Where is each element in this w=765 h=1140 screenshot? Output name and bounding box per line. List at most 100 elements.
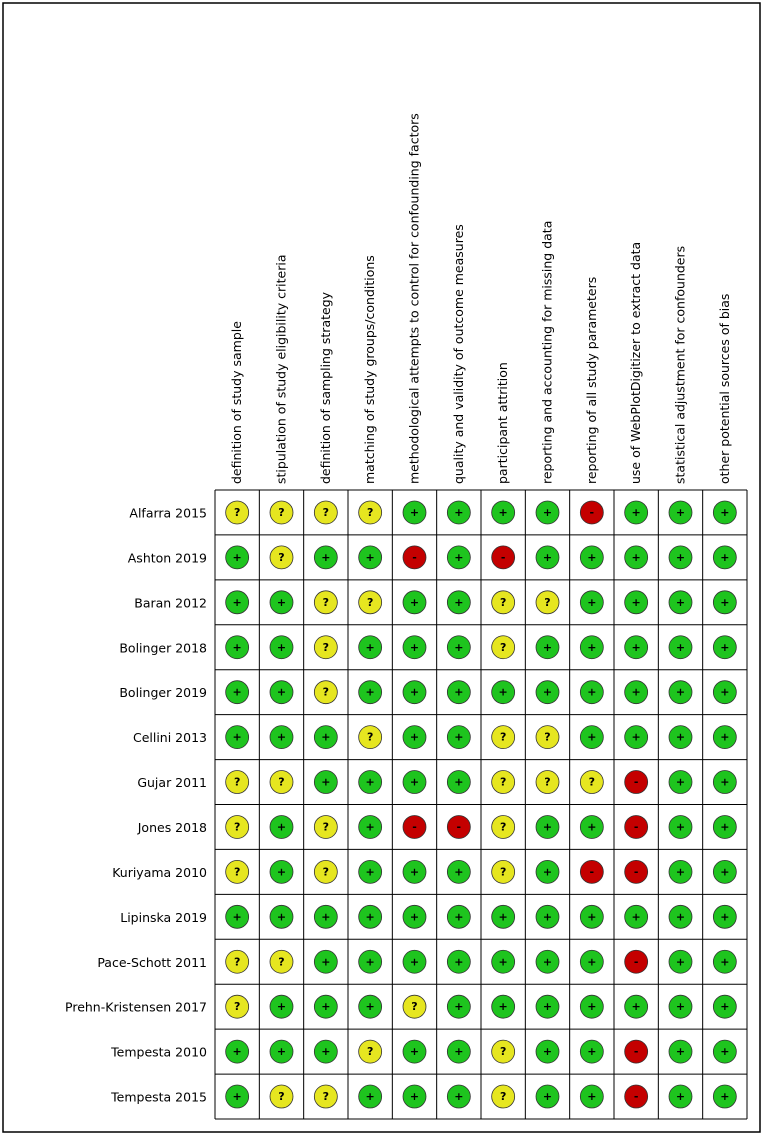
judgement-circle xyxy=(402,590,427,615)
judgement-symbol: + xyxy=(366,1000,375,1013)
judgement-circle xyxy=(402,1039,427,1064)
judgement-circle xyxy=(269,770,294,794)
judgement-symbol: + xyxy=(233,596,242,609)
judgement-symbol: + xyxy=(366,686,375,699)
judgement-symbol: + xyxy=(543,820,552,833)
judgement-circle xyxy=(269,1084,294,1109)
judgement-circle xyxy=(668,949,693,974)
judgement-circle xyxy=(579,1084,604,1109)
judgement-circle xyxy=(535,1084,560,1109)
judgement-symbol: + xyxy=(454,596,463,609)
judgement-circle xyxy=(225,680,250,705)
judgement-symbol: + xyxy=(676,910,685,923)
judgement-circle xyxy=(313,545,338,570)
column-header: statistical adjustment for confounders xyxy=(673,246,688,484)
judgement-symbol: + xyxy=(720,820,729,833)
judgement-symbol: + xyxy=(410,686,419,699)
judgement-circle xyxy=(269,859,294,884)
judgement-symbol: + xyxy=(277,865,286,878)
judgement-symbol: + xyxy=(233,731,242,744)
judgement-symbol: + xyxy=(233,686,242,699)
judgement-circle xyxy=(668,725,693,750)
judgement-symbol: + xyxy=(632,731,641,744)
judgement-circle xyxy=(535,815,560,839)
column-header: matching of study groups/conditions xyxy=(362,255,377,484)
judgement-symbol: ? xyxy=(278,506,284,519)
judgement-circle xyxy=(491,725,516,750)
judgement-symbol: + xyxy=(277,1045,286,1058)
judgement-symbol: + xyxy=(587,1090,596,1103)
judgement-circle xyxy=(225,725,250,750)
judgement-symbol: + xyxy=(676,955,685,968)
judgement-symbol: + xyxy=(543,551,552,564)
judgement-symbol: + xyxy=(454,551,463,564)
judgement-symbol: + xyxy=(499,910,508,923)
judgement-symbol: + xyxy=(454,1000,463,1013)
judgement-symbol: + xyxy=(366,551,375,564)
judgement-symbol: + xyxy=(454,865,463,878)
judgement-symbol: + xyxy=(720,551,729,564)
judgement-symbol: + xyxy=(587,910,596,923)
column-header: definition of study sample xyxy=(229,321,244,484)
judgement-symbol: ? xyxy=(367,506,373,519)
judgement-circle xyxy=(225,1039,250,1064)
judgement-circle xyxy=(402,500,427,525)
judgement-symbol: ? xyxy=(500,731,506,744)
judgement-circle xyxy=(313,590,338,615)
judgement-symbol: + xyxy=(499,955,508,968)
judgement-circle xyxy=(446,904,471,929)
judgement-circle xyxy=(535,859,560,884)
judgement-circle xyxy=(358,994,383,1019)
judgement-circle xyxy=(446,770,471,794)
judgement-symbol: + xyxy=(366,641,375,654)
judgement-circle xyxy=(624,815,649,839)
judgement-circle xyxy=(313,635,338,660)
judgement-symbol: + xyxy=(587,820,596,833)
judgement-symbol: + xyxy=(543,1045,552,1058)
judgement-circle xyxy=(358,1084,383,1109)
column-header: reporting of all study parameters xyxy=(584,277,599,484)
judgement-symbol: + xyxy=(277,820,286,833)
judgement-circle xyxy=(358,680,383,705)
judgement-circle xyxy=(402,1084,427,1109)
judgement-circle xyxy=(624,859,649,884)
judgement-circle xyxy=(624,590,649,615)
judgement-symbol: + xyxy=(676,506,685,519)
judgement-circle xyxy=(491,949,516,974)
judgement-circle xyxy=(668,994,693,1019)
judgement-circle xyxy=(225,949,250,974)
judgement-circle xyxy=(446,815,471,839)
judgement-circle xyxy=(624,1039,649,1064)
judgement-symbol: + xyxy=(233,641,242,654)
judgement-circle xyxy=(579,725,604,750)
judgement-circle xyxy=(668,859,693,884)
judgement-circle xyxy=(491,904,516,929)
judgement-circle xyxy=(491,770,516,794)
judgement-circle xyxy=(579,500,604,525)
judgement-circle xyxy=(269,904,294,929)
judgement-circle xyxy=(313,1084,338,1109)
row-label: Tempesta 2010 xyxy=(110,1045,207,1060)
judgement-circle xyxy=(712,815,737,839)
judgement-symbol: + xyxy=(454,776,463,789)
judgement-circle xyxy=(624,994,649,1019)
judgement-circle xyxy=(313,500,338,525)
row-label: Tempesta 2015 xyxy=(110,1090,207,1105)
judgement-circle xyxy=(269,545,294,570)
judgement-circle xyxy=(225,590,250,615)
judgement-symbol: + xyxy=(587,1000,596,1013)
judgement-symbol: + xyxy=(632,506,641,519)
judgement-symbol: + xyxy=(676,551,685,564)
judgement-circle xyxy=(579,904,604,929)
judgement-circle xyxy=(313,725,338,750)
judgement-symbol: ? xyxy=(234,955,240,968)
judgement-circle xyxy=(225,815,250,839)
judgement-circle xyxy=(446,859,471,884)
judgement-symbol: + xyxy=(410,1090,419,1103)
judgement-symbol: + xyxy=(410,955,419,968)
judgement-circle xyxy=(402,859,427,884)
judgement-symbol: ? xyxy=(234,506,240,519)
judgement-symbol: ? xyxy=(500,1045,506,1058)
judgement-circle xyxy=(358,500,383,525)
judgement-circle xyxy=(313,949,338,974)
